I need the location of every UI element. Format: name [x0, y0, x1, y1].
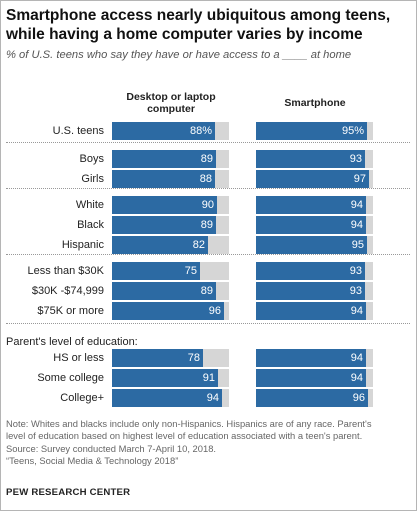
row-label: $30K -$74,999: [31, 285, 104, 297]
smartphone-bar: [256, 216, 366, 234]
chart-title: Smartphone access nearly ubiquitous amon…: [6, 6, 414, 44]
row-label: U.S. teens: [52, 125, 104, 137]
computer-value-label: 89: [200, 285, 213, 297]
row-label: Boys: [79, 153, 104, 165]
computer-bar: [112, 282, 216, 300]
computer-bar: [112, 369, 218, 387]
smartphone-bar: [256, 349, 366, 367]
group-separator: [6, 254, 410, 255]
row-label: HS or less: [53, 352, 104, 364]
smartphone-bar: [256, 196, 366, 214]
brand-label: PEW RESEARCH CENTER: [6, 487, 131, 498]
smartphone-value-label: 94: [350, 372, 363, 384]
computer-value-label: 88: [199, 173, 212, 185]
row-label: Less than $30K: [27, 265, 104, 277]
computer-bar: [112, 262, 200, 280]
smartphone-value-label: 93: [349, 285, 362, 297]
note-line-1: Note: Whites and blacks include only non…: [6, 418, 372, 429]
computer-bar: [112, 150, 216, 168]
group-separator: [6, 323, 410, 324]
smartphone-bar: [256, 369, 366, 387]
smartphone-value-label: 95%: [341, 125, 364, 137]
computer-bar: [112, 302, 224, 320]
column-header-computer: Desktop or laptop computer: [112, 91, 230, 115]
column-header-computer-line-1: Desktop or laptop: [126, 91, 216, 103]
smartphone-bar: [256, 282, 365, 300]
smartphone-value-label: 96: [352, 392, 365, 404]
title-line-2: while having a home computer varies by i…: [6, 26, 363, 43]
smartphone-bar: [256, 122, 367, 140]
smartphone-value-label: 93: [349, 265, 362, 277]
computer-bar: [112, 170, 215, 188]
row-label: College+: [60, 392, 104, 404]
computer-value-label: 78: [187, 352, 200, 364]
computer-value-label: 91: [202, 372, 215, 384]
computer-bar: [112, 236, 208, 254]
computer-value-label: 75: [184, 265, 197, 277]
smartphone-value-label: 94: [350, 352, 363, 364]
row-label: White: [75, 199, 104, 211]
chart-subtitle: % of U.S. teens who say they have or hav…: [6, 49, 352, 61]
row-label: $75K or more: [37, 305, 104, 317]
smartphone-value-label: 94: [350, 219, 363, 231]
group-separator: [6, 142, 410, 143]
row-label: Some college: [37, 372, 104, 384]
smartphone-value-label: 94: [350, 305, 363, 317]
computer-bar: [112, 122, 215, 140]
note-line-2: level of education based on highest leve…: [6, 430, 363, 442]
smartphone-bar: [256, 170, 369, 188]
smartphone-bar: [256, 236, 367, 254]
section-label-parent-education: Parent's level of education:: [6, 336, 138, 348]
row-label: Hispanic: [61, 239, 104, 251]
computer-bar: [112, 349, 203, 367]
smartphone-bar: [256, 150, 365, 168]
computer-value-label: 89: [200, 219, 213, 231]
computer-value-label: 94: [206, 392, 219, 404]
chart-note: Note: Whites and blacks include only non…: [6, 418, 412, 468]
computer-bar: [112, 389, 222, 407]
computer-value-label: 82: [192, 239, 205, 251]
note-line-3: Source: Survey conducted March 7-April 1…: [6, 442, 217, 454]
smartphone-value-label: 94: [350, 199, 363, 211]
column-header-computer-line-2: computer: [147, 103, 195, 115]
smartphone-bar: [256, 262, 365, 280]
computer-value-label: 90: [201, 199, 214, 211]
row-label: Girls: [81, 173, 104, 185]
note-line-4: “Teens, Social Media & Technology 2018”: [6, 455, 179, 467]
smartphone-value-label: 97: [353, 173, 366, 185]
row-label: Black: [77, 219, 104, 231]
computer-value-label: 89: [200, 153, 213, 165]
smartphone-bar: [256, 302, 366, 320]
computer-bar: [112, 196, 217, 214]
smartphone-value-label: 93: [349, 153, 362, 165]
computer-bar: [112, 216, 216, 234]
group-separator: [6, 188, 410, 189]
column-header-smartphone: Smartphone: [284, 97, 346, 109]
computer-value-label: 96: [208, 305, 221, 317]
computer-value-label: 88%: [189, 125, 212, 137]
title-line-1: Smartphone access nearly ubiquitous amon…: [6, 7, 391, 24]
smartphone-bar: [256, 389, 368, 407]
smartphone-value-label: 95: [351, 239, 364, 251]
